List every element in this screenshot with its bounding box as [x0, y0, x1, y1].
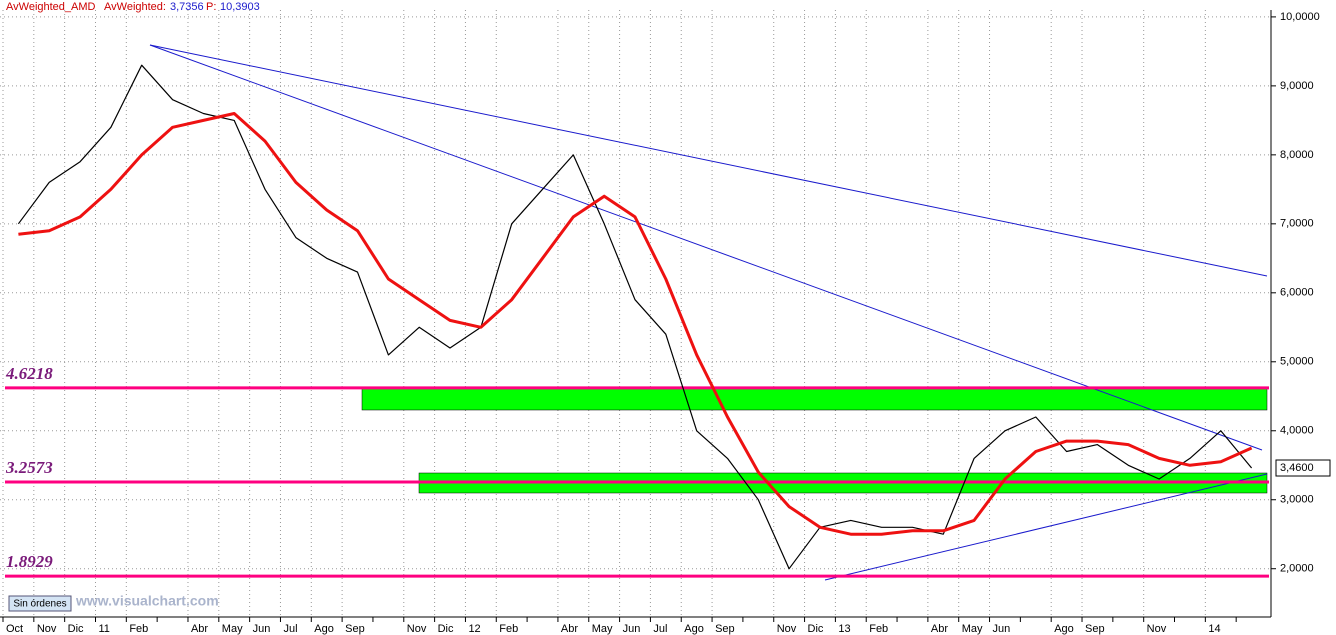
x-tick-label: 12 [468, 623, 480, 635]
x-tick-label: Ago [684, 623, 704, 635]
x-tick-label: May [592, 623, 613, 635]
x-tick-label: Jun [253, 623, 271, 635]
y-tick-label: 8,0000 [1280, 149, 1314, 161]
x-tick-label: Ago [1054, 623, 1074, 635]
x-tick-label: Nov [1147, 623, 1167, 635]
x-tick-label: Nov [777, 623, 797, 635]
x-tick-label: Sep [715, 623, 735, 635]
watermark: www.visualchart.com [75, 593, 219, 609]
x-tick-label: Abr [191, 623, 208, 635]
indicator-value: 3,7356 [170, 1, 204, 13]
x-tick-label: Ago [314, 623, 334, 635]
x-tick-label: Abr [561, 623, 578, 635]
orders-button-label[interactable]: Sin órdenes [13, 599, 66, 610]
x-tick-label: Jun [993, 623, 1011, 635]
x-tick-label: Abr [931, 623, 948, 635]
x-tick-label: 14 [1208, 623, 1220, 635]
y-tick-label: 7,0000 [1280, 218, 1314, 230]
average-line [18, 112, 1253, 536]
y-tick-label: 3,0000 [1280, 494, 1314, 506]
x-tick-label: Sep [1085, 623, 1105, 635]
level-label: 1.8929 [6, 552, 53, 571]
y-tick-label: 5,0000 [1280, 356, 1314, 368]
level-label: 4.6218 [5, 364, 53, 383]
y-tick-label: 10,0000 [1280, 11, 1320, 23]
x-tick-label: Jun [623, 623, 641, 635]
y-tick-label: 6,0000 [1280, 287, 1314, 299]
x-tick-label: May [962, 623, 983, 635]
y-tick-label: 2,0000 [1280, 563, 1314, 575]
trend-line [149, 44, 1268, 277]
param-name: P: [206, 1, 216, 13]
price-line [17, 64, 1253, 570]
x-tick-label: Feb [499, 623, 518, 635]
y-tick-label: 9,0000 [1280, 80, 1314, 92]
trend-line [149, 44, 1263, 451]
indicator-name: AvWeighted: [104, 1, 166, 13]
param-value: 10,3903 [220, 1, 260, 13]
orders-button[interactable] [8, 595, 72, 612]
support-zone [361, 386, 1268, 411]
x-tick-label: 13 [838, 623, 850, 635]
last-value-box [1275, 459, 1331, 477]
x-tick-label: Dic [68, 623, 84, 635]
x-tick-label: Feb [869, 623, 888, 635]
x-tick-label: Sep [345, 623, 365, 635]
level-label: 3.2573 [5, 458, 53, 477]
x-tick-label: Dic [808, 623, 824, 635]
x-tick-label: May [222, 623, 243, 635]
last-value-label: 3,4600 [1280, 462, 1314, 474]
y-tick-label: 4,0000 [1280, 425, 1314, 437]
symbol: AvWeighted_AMD [6, 1, 96, 13]
trend-line [824, 473, 1268, 581]
x-tick-label: 11 [98, 623, 109, 635]
x-tick-label: Jul [283, 623, 297, 635]
x-tick-label: Jul [653, 623, 667, 635]
x-tick-label: Nov [407, 623, 427, 635]
x-tick-label: Oct [6, 623, 23, 635]
x-tick-label: Feb [129, 623, 148, 635]
x-tick-label: Dic [438, 623, 454, 635]
x-tick-label: Nov [37, 623, 57, 635]
